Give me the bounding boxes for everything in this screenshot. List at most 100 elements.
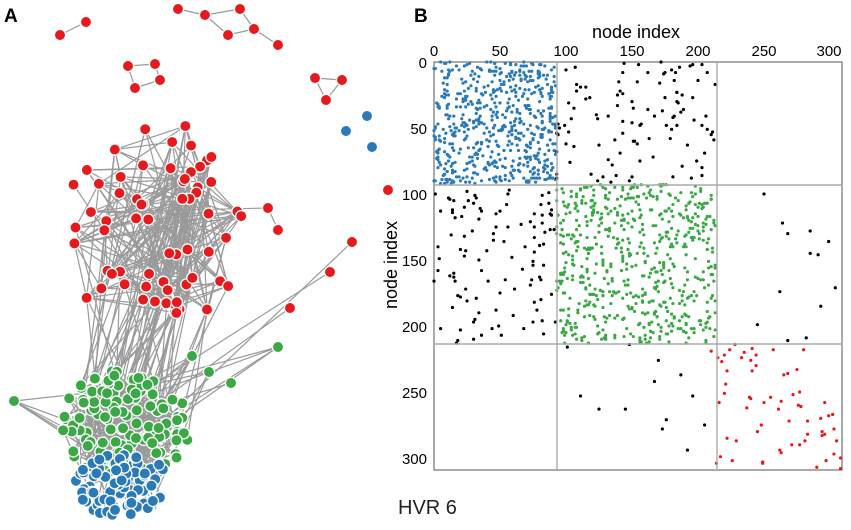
matrix-dot [473, 317, 477, 321]
matrix-dot [515, 110, 519, 114]
matrix-dot [543, 167, 547, 171]
matrix-dot [648, 193, 653, 197]
matrix-dot [515, 107, 519, 112]
matrix-dot [689, 327, 694, 331]
network-node [146, 436, 159, 450]
matrix-dot [658, 334, 662, 339]
matrix-dot [584, 85, 588, 89]
network-node [179, 119, 192, 133]
matrix-dot [548, 114, 552, 118]
matrix-dot [658, 261, 662, 265]
matrix-dot [663, 96, 667, 100]
matrix-dot [495, 115, 499, 120]
matrix-dot [503, 177, 507, 182]
matrix-dot [514, 117, 518, 121]
matrix-dot [506, 192, 510, 196]
matrix-dot [530, 176, 534, 180]
matrix-dot [563, 266, 567, 270]
matrix-dot [458, 92, 462, 96]
matrix-dot [693, 257, 697, 261]
matrix-dot [524, 74, 529, 79]
matrix-dot [648, 271, 653, 275]
matrix-dot [493, 123, 497, 127]
network-edge [111, 165, 144, 275]
matrix-dot [569, 117, 573, 121]
matrix-dot [528, 169, 532, 174]
matrix-dot [446, 159, 451, 163]
matrix-dot [658, 213, 662, 217]
matrix-dot [448, 274, 452, 278]
matrix-dot [436, 151, 440, 155]
network-node [132, 371, 145, 385]
matrix-dot [540, 114, 544, 118]
matrix-dot [528, 146, 532, 150]
matrix-dot [493, 159, 497, 163]
matrix-dot [526, 80, 530, 84]
matrix-dot [512, 88, 517, 92]
matrix-dot [712, 334, 716, 339]
network-node [128, 81, 142, 95]
matrix-dot [508, 148, 513, 153]
matrix-dot [559, 282, 563, 286]
matrix-dot [621, 213, 625, 217]
matrix-dot [495, 143, 499, 147]
matrix-dot [824, 459, 828, 463]
matrix-dot [516, 163, 521, 167]
matrix-dot [700, 173, 704, 178]
matrix-dot [536, 151, 540, 155]
matrix-dot [520, 267, 525, 271]
matrix-dot [519, 222, 523, 226]
matrix-dot [449, 164, 453, 168]
matrix-dot [693, 275, 697, 279]
network-edge [191, 181, 212, 278]
matrix-dot [505, 109, 509, 113]
matrix-dot [691, 238, 695, 242]
matrix-dot [582, 334, 587, 339]
matrix-dot [538, 275, 542, 279]
matrix-dot [710, 294, 715, 298]
matrix-dot [646, 311, 650, 315]
matrix-dot [462, 89, 466, 93]
matrix-dot [696, 205, 700, 209]
network-node [93, 453, 106, 466]
matrix-dot [450, 305, 455, 310]
matrix-dot [478, 206, 482, 211]
matrix-dot [567, 130, 571, 134]
matrix-dot [656, 290, 661, 294]
matrix-dot [672, 316, 676, 320]
matrix-dot [565, 320, 569, 324]
matrix-dot [655, 197, 659, 201]
matrix-dot [622, 61, 626, 65]
matrix-dot [664, 305, 668, 310]
matrix-dot [637, 323, 641, 327]
network-edge [98, 178, 185, 185]
network-node [181, 243, 194, 256]
matrix-dot [745, 406, 749, 410]
matrix-dot [485, 60, 489, 64]
matrix-dot [712, 279, 716, 283]
network-node [7, 394, 21, 408]
matrix-dot [713, 263, 717, 267]
matrix-dot [465, 134, 469, 138]
matrix-dot [681, 290, 686, 294]
matrix-dot [510, 164, 514, 168]
matrix-dot [578, 85, 583, 89]
matrix-dot [621, 238, 625, 242]
network-node [109, 435, 122, 449]
matrix-dot [532, 176, 536, 180]
matrix-dot [634, 294, 638, 298]
matrix-dot [442, 167, 447, 171]
matrix-dot [571, 233, 575, 237]
matrix-dot [564, 68, 568, 72]
matrix-dot [639, 241, 643, 245]
matrix-dot [479, 142, 484, 146]
network-node [221, 28, 235, 42]
network-node [157, 402, 170, 415]
matrix-dot [650, 320, 654, 324]
matrix-dot [532, 235, 536, 240]
matrix-dot [475, 65, 480, 69]
matrix-dot [704, 114, 708, 118]
matrix-dot [572, 144, 576, 149]
matrix-dot [691, 216, 695, 220]
matrix-dot [631, 106, 635, 110]
